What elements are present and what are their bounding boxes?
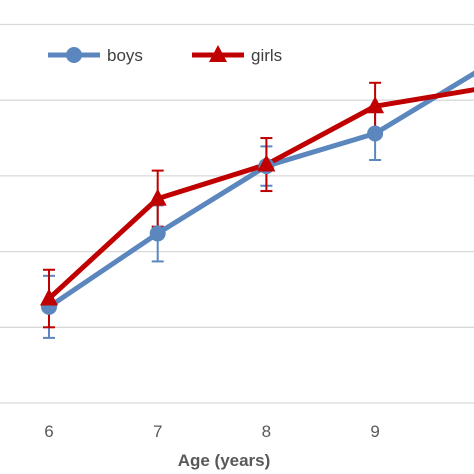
- boys-line: [47, 70, 474, 309]
- legend: boys girls: [48, 45, 282, 65]
- boys-point: [367, 125, 384, 142]
- gridlines: [0, 23, 474, 404]
- x-tick-labels: 6 7 8 9: [44, 422, 380, 441]
- x-tick-label: 6: [44, 422, 53, 441]
- x-tick-label: 7: [153, 422, 162, 441]
- legend-item-boys: boys: [48, 46, 143, 65]
- girls-point: [40, 288, 58, 306]
- girls-point: [257, 154, 276, 172]
- girls-point: [366, 96, 385, 114]
- boys-point: [149, 225, 166, 242]
- legend-marker: [66, 47, 82, 63]
- x-tick-label: 9: [370, 422, 379, 441]
- series-markers: [40, 96, 385, 315]
- legend-item-girls: girls: [192, 45, 282, 65]
- x-axis-title: Age (years): [178, 451, 271, 470]
- legend-label: boys: [107, 46, 143, 65]
- girls-point: [148, 188, 167, 206]
- legend-marker: [209, 45, 227, 62]
- error-bars: [43, 81, 382, 339]
- series-lines: [47, 70, 474, 309]
- x-tick-label: 8: [262, 422, 271, 441]
- girls-line: [47, 87, 474, 301]
- legend-label: girls: [251, 46, 282, 65]
